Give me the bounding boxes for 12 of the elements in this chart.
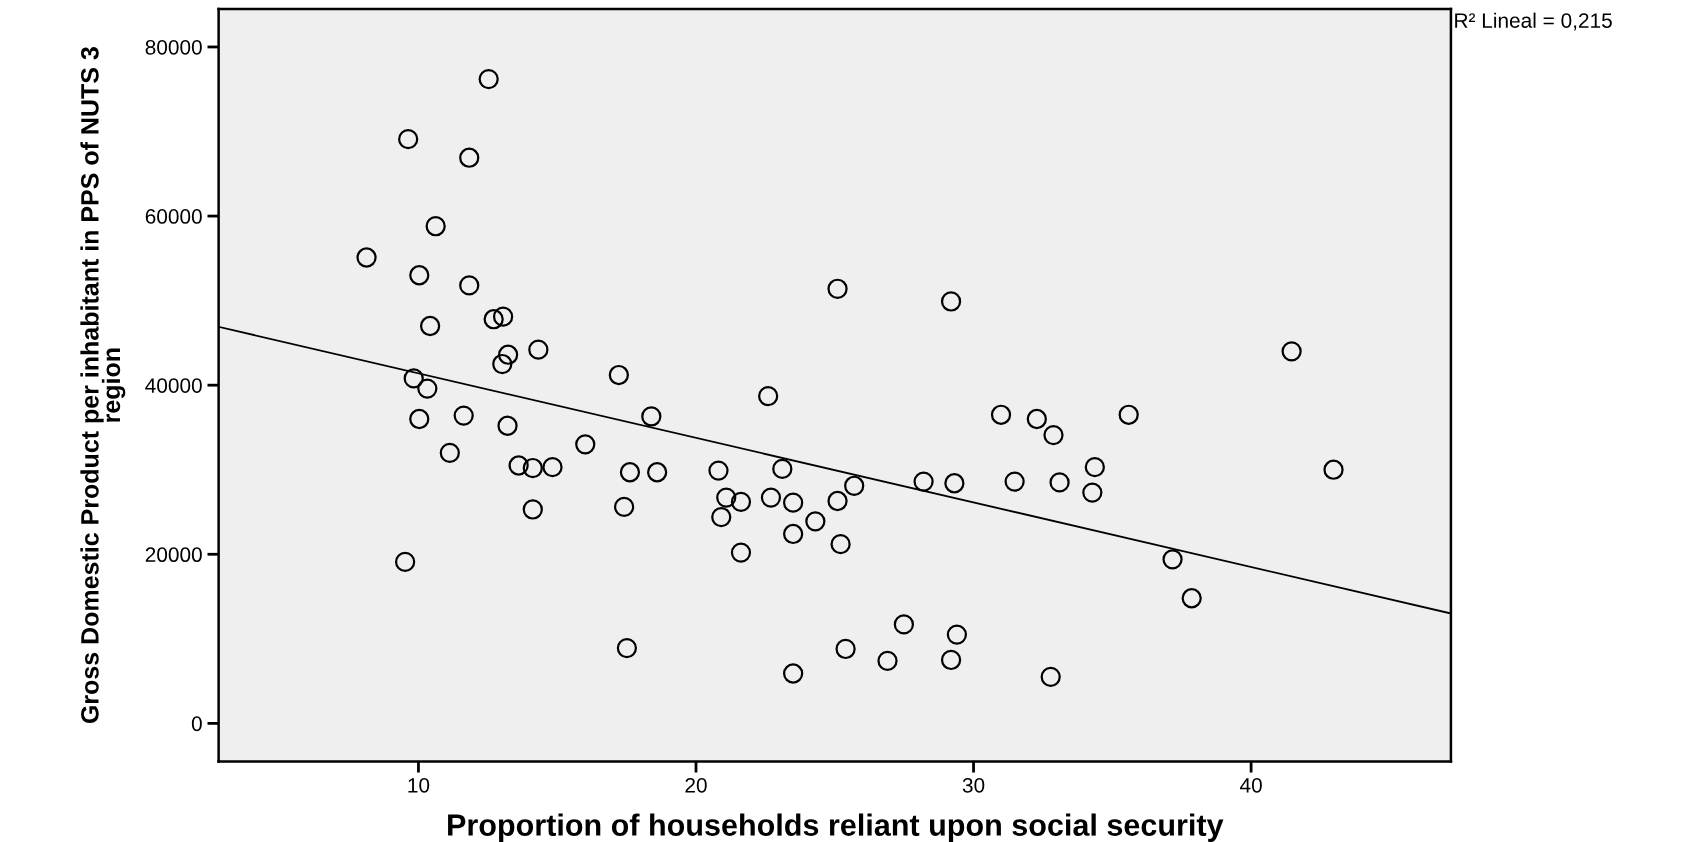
y-tick-label: 20000 (145, 547, 202, 563)
x-tick-label: 20 (685, 777, 707, 793)
y-tick-label: 0 (191, 716, 202, 732)
x-axis-title: Proportion of households reliant upon social security (448, 813, 1224, 842)
y-tick-label: 40000 (145, 378, 202, 393)
x-tick-label: 40 (1239, 777, 1262, 793)
y-tick-label: 60000 (145, 209, 202, 224)
text: R² Lineal = 0,215 (1455, 12, 1612, 31)
y-tick-label: 80000 (145, 39, 202, 55)
x-tick-label: 10 (408, 777, 430, 793)
y-axis-title: Gross Domestic Product per inhabitant in PPS of NUTS 3 region (80, 47, 126, 724)
x-tick-label: 30 (962, 777, 985, 793)
